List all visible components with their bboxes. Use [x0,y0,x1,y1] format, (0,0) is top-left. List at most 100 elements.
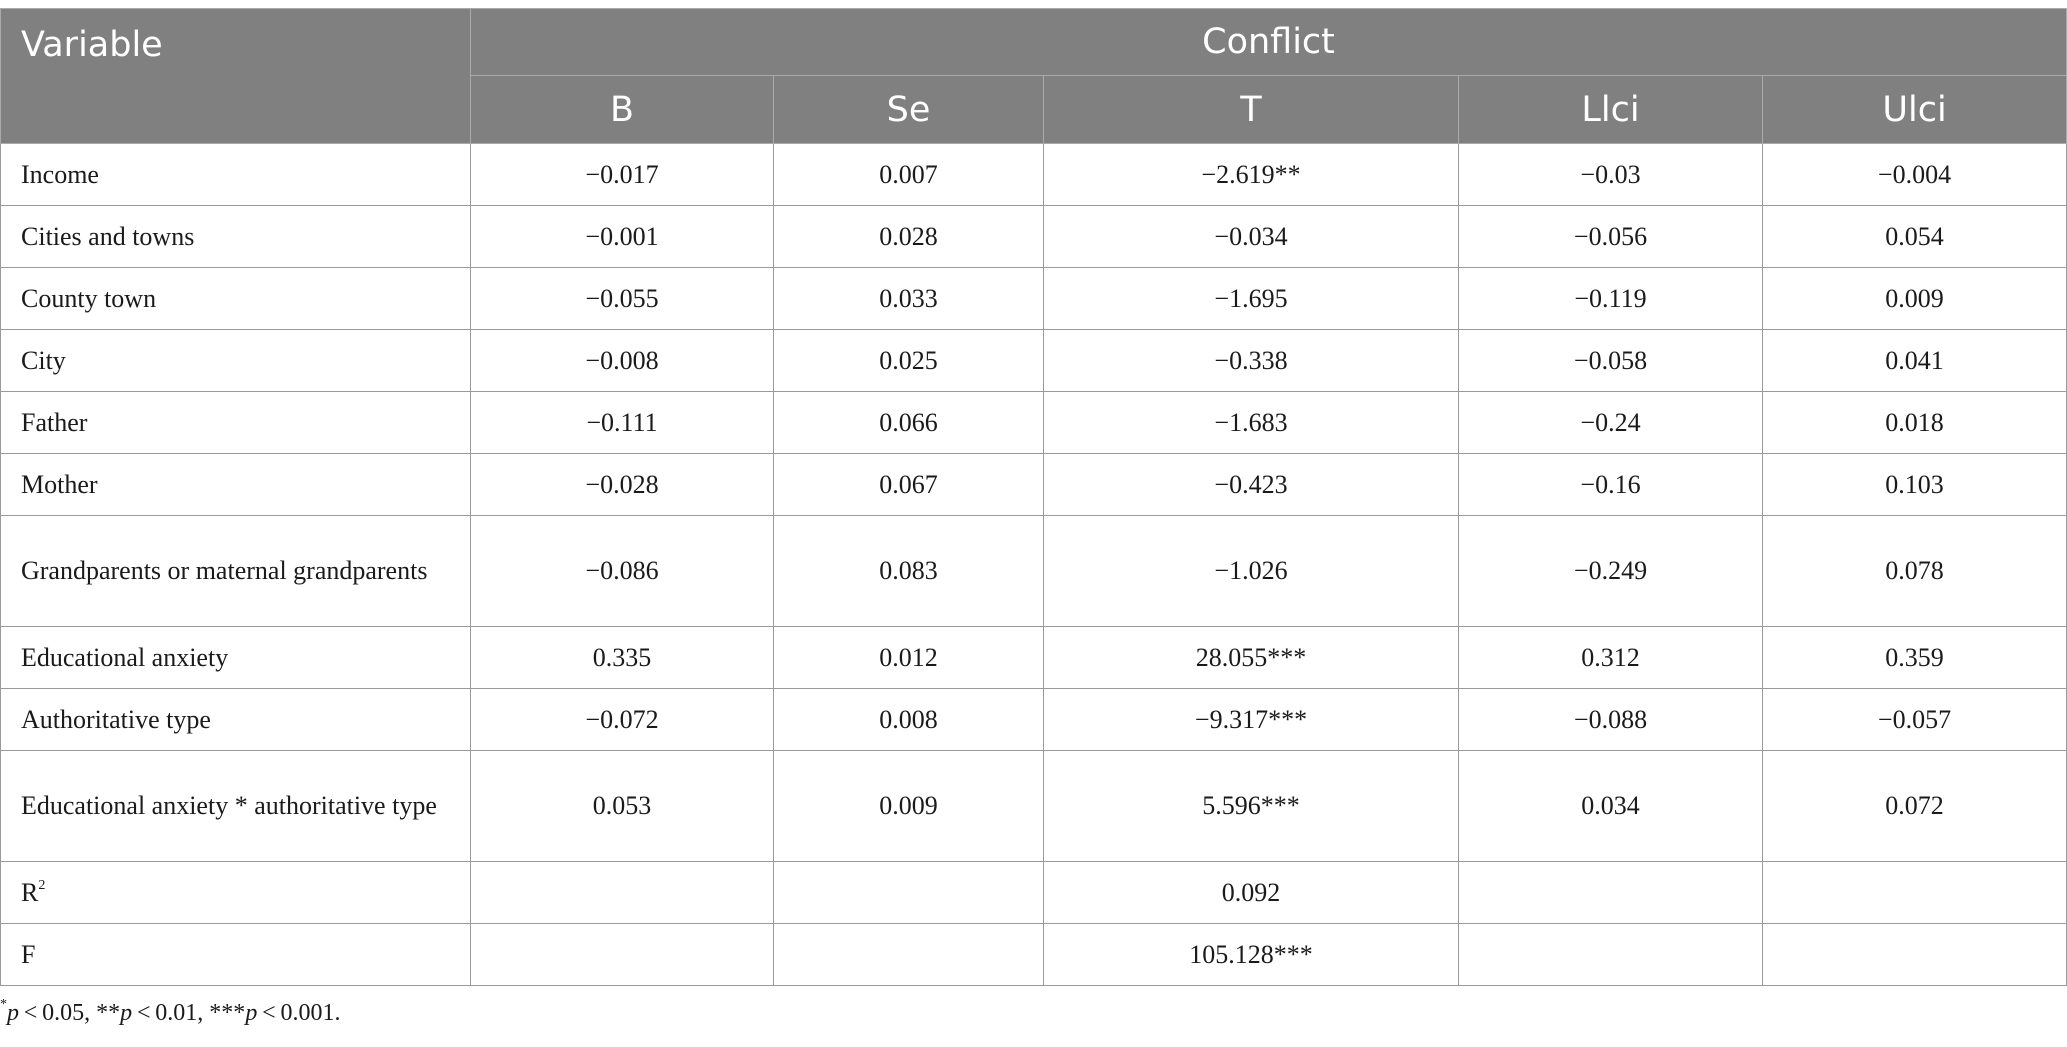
footnote-p: p [245,1000,258,1026]
cell-b: 0.053 [470,750,774,862]
cell-llci: 0.312 [1458,626,1763,689]
empty-cell [1761,923,2067,986]
regression-table: Variable Conflict B Se T Llci Ulci Incom… [0,8,2067,986]
cell-ulci: 0.078 [1761,515,2067,627]
cell-t: −0.423 [1043,453,1459,516]
cell-ulci: 0.072 [1761,750,2067,862]
r-squared-label-superscript: 2 [38,877,46,893]
cell-t: −1.026 [1043,515,1459,627]
table-header: Variable Conflict B Se T Llci Ulci [0,8,2067,144]
cell-t: −1.695 [1043,267,1459,330]
table-row: Educational anxiety 0.335 0.012 28.055**… [0,626,2067,689]
table-row: Income −0.017 0.007 −2.619** −0.03 −0.00… [0,143,2067,206]
cell-ulci: 0.054 [1761,205,2067,268]
cell-se: 0.066 [773,391,1044,454]
cell-llci: −0.056 [1458,205,1763,268]
row-label: City [0,329,471,392]
cell-b: −0.028 [470,453,774,516]
cell-t: −1.683 [1043,391,1459,454]
cell-b: −0.001 [470,205,774,268]
table-row: City −0.008 0.025 −0.338 −0.058 0.041 [0,329,2067,392]
cell-t: −2.619** [1043,143,1459,206]
empty-cell [470,923,774,986]
cell-ulci: −0.004 [1761,143,2067,206]
table-row: Cities and towns −0.001 0.028 −0.034 −0.… [0,205,2067,268]
cell-b: −0.055 [470,267,774,330]
cell-llci: −0.119 [1458,267,1763,330]
cell-llci: −0.058 [1458,329,1763,392]
table-row: Father −0.111 0.066 −1.683 −0.24 0.018 [0,391,2067,454]
cell-ulci: 0.018 [1761,391,2067,454]
row-label: Educational anxiety * authoritative type [0,750,471,862]
footnote-text: < 0.001. [257,1000,341,1026]
r-squared-value: 0.092 [1043,861,1459,924]
row-label: Father [0,391,471,454]
row-label: Grandparents or maternal grandparents [0,515,471,627]
cell-se: 0.067 [773,453,1044,516]
empty-cell [1458,861,1763,924]
table-row: Authoritative type −0.072 0.008 −9.317**… [0,688,2067,751]
cell-se: 0.083 [773,515,1044,627]
cell-t: 5.596*** [1043,750,1459,862]
table-row: Educational anxiety * authoritative type… [0,750,2067,862]
empty-cell [1761,861,2067,924]
cell-ulci: 0.041 [1761,329,2067,392]
f-statistic-label: F [0,923,471,986]
cell-se: 0.012 [773,626,1044,689]
cell-b: −0.008 [470,329,774,392]
footnote-p: p [7,1000,19,1026]
cell-llci: −0.249 [1458,515,1763,627]
cell-b: −0.017 [470,143,774,206]
footnote-text: < 0.01, *** [132,1000,246,1026]
variable-column-header: Variable [0,8,471,144]
f-statistic-row: F 105.128*** [0,923,2067,986]
significance-footnote: *p < 0.05, **p < 0.01, ***p < 0.001. [0,997,341,1027]
footnote-p: p [120,1000,133,1026]
r-squared-label: R2 [0,861,471,924]
empty-cell [773,923,1044,986]
cell-llci: 0.034 [1458,750,1763,862]
cell-ulci: 0.359 [1761,626,2067,689]
cell-b: 0.335 [470,626,774,689]
cell-llci: −0.16 [1458,453,1763,516]
row-label: Income [0,143,471,206]
table-body: Income −0.017 0.007 −2.619** −0.03 −0.00… [0,143,2067,986]
cell-se: 0.025 [773,329,1044,392]
table-row: County town −0.055 0.033 −1.695 −0.119 0… [0,267,2067,330]
cell-b: −0.072 [470,688,774,751]
column-header-se: Se [773,75,1044,144]
column-header-ulci: Ulci [1761,75,2067,144]
row-label: Cities and towns [0,205,471,268]
empty-cell [773,861,1044,924]
row-label: County town [0,267,471,330]
cell-llci: −0.088 [1458,688,1763,751]
cell-ulci: −0.057 [1761,688,2067,751]
table-row: Mother −0.028 0.067 −0.423 −0.16 0.103 [0,453,2067,516]
cell-b: −0.086 [470,515,774,627]
cell-t: 28.055*** [1043,626,1459,689]
cell-t: −0.034 [1043,205,1459,268]
column-header-llci: Llci [1458,75,1763,144]
conflict-group-header: Conflict [469,8,2067,76]
column-header-t: T [1043,75,1459,144]
footnote-star: * [0,997,7,1012]
empty-cell [1458,923,1763,986]
row-label: Educational anxiety [0,626,471,689]
row-label: Mother [0,453,471,516]
regression-table-container: Variable Conflict B Se T Llci Ulci Incom… [0,8,2067,986]
footnote-text: < 0.05, ** [19,1000,121,1026]
f-statistic-value: 105.128*** [1043,923,1459,986]
cell-ulci: 0.009 [1761,267,2067,330]
cell-llci: −0.03 [1458,143,1763,206]
cell-se: 0.028 [773,205,1044,268]
cell-se: 0.007 [773,143,1044,206]
cell-se: 0.033 [773,267,1044,330]
cell-t: −9.317*** [1043,688,1459,751]
empty-cell [470,861,774,924]
r-squared-label-base: R [21,877,39,907]
row-label: Authoritative type [0,688,471,751]
cell-b: −0.111 [470,391,774,454]
column-header-b: B [470,75,774,144]
cell-ulci: 0.103 [1761,453,2067,516]
cell-llci: −0.24 [1458,391,1763,454]
